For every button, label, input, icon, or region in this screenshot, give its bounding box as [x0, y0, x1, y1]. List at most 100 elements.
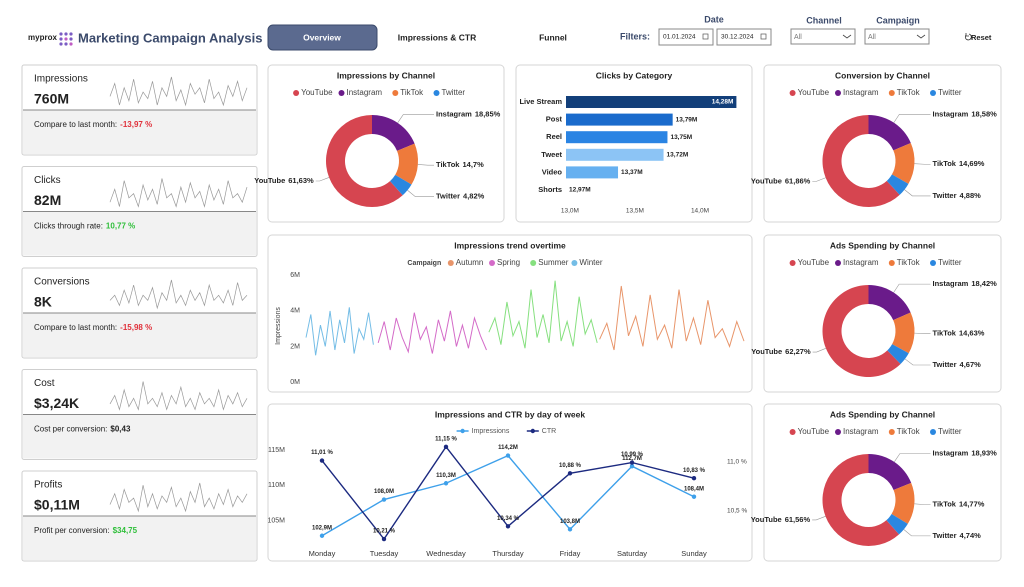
donut-slice — [390, 174, 412, 196]
kpi-compare: Compare to last month: -13,97 % — [34, 120, 152, 129]
data-label-name: TikTok — [933, 500, 957, 509]
bar — [566, 96, 737, 108]
date-input[interactable] — [716, 28, 772, 46]
panel — [515, 64, 753, 223]
panel — [267, 64, 505, 223]
brand-icon — [59, 32, 73, 46]
dropdown[interactable] — [790, 28, 856, 45]
tab[interactable]: Overview — [303, 32, 341, 42]
leader-line — [417, 164, 434, 166]
point — [629, 464, 635, 469]
tab[interactable]: Impressions & CTR — [398, 32, 476, 42]
y-tick-label: 110M — [268, 482, 285, 489]
y-tick-label: 115M — [268, 447, 285, 454]
y-tick-label: Tweet — [541, 150, 562, 159]
legend-dot — [888, 260, 895, 266]
dropdown[interactable] — [864, 28, 930, 45]
legend-dot — [447, 260, 454, 266]
data-label-name: Twitter — [933, 191, 957, 200]
dropdown-value: All — [868, 34, 876, 41]
leader-line — [894, 453, 931, 463]
data-label: Instagram 18,93% — [933, 449, 998, 458]
legend-dot — [789, 90, 796, 96]
brand: myprox — [28, 33, 57, 42]
series-line — [377, 310, 487, 354]
reset-button[interactable]: Reset — [971, 33, 992, 42]
legend-label: YouTube — [798, 258, 830, 267]
kpi-compare: Compare to last month: -15,98 % — [34, 323, 152, 332]
legend-dot — [789, 429, 796, 435]
data-label: 12,97M — [569, 187, 591, 194]
data-label-name: TikTok — [933, 329, 957, 338]
y-tick-label: 2M — [290, 343, 300, 350]
data-label: 11,01 % — [311, 450, 333, 456]
kpi-compare-value: -15,98 % — [120, 323, 152, 332]
data-label: 108,4M — [684, 486, 704, 492]
data-label: Instagram 18,42% — [933, 279, 998, 288]
y-tick-label: Live Stream — [519, 97, 562, 106]
y-tick-label: Video — [542, 167, 563, 176]
kpi-label: Cost — [34, 378, 55, 389]
kpi-label: Impressions — [34, 74, 88, 85]
leader-line — [397, 114, 434, 124]
leader-line — [812, 177, 826, 182]
point — [443, 481, 449, 486]
data-label: 11,15 % — [435, 436, 457, 442]
data-label-name: YouTube — [751, 176, 782, 185]
dropdown-arrow — [842, 34, 852, 39]
data-label: 10,99 % — [621, 452, 644, 458]
date-input[interactable] — [658, 28, 714, 46]
data-label: Instagram 18,58% — [933, 109, 998, 118]
donut-slice — [822, 454, 900, 546]
kpi-compare-value: 10,77 % — [106, 222, 135, 231]
legend-label: Twitter — [938, 88, 962, 97]
data-label: Twitter 4,67% — [933, 360, 982, 369]
kpi-compare-value: -13,97 % — [120, 120, 152, 129]
panel — [763, 64, 1002, 223]
data-label: 10,34 % — [497, 516, 520, 522]
chart-title: Clicks by Category — [596, 70, 673, 80]
legend-dot — [835, 429, 841, 435]
data-label-value: 14,69% — [959, 159, 985, 168]
data-label: TikTok 14,69% — [933, 159, 985, 168]
donut-slice — [822, 115, 900, 207]
kpi-label: Profits — [34, 480, 62, 491]
legend-dot — [835, 260, 841, 266]
kpi-footer — [23, 516, 256, 560]
data-label-name: YouTube — [254, 176, 285, 185]
legend-label: Summer — [538, 258, 569, 267]
kpi-value: 8K — [34, 294, 52, 310]
kpi-compare-value: $34,75 — [113, 526, 138, 535]
kpi-compare-label: Compare to last month: — [34, 323, 117, 332]
data-label: 103,8M — [560, 519, 580, 525]
legend-title: Campaign — [407, 260, 441, 267]
tab[interactable]: Funnel — [539, 32, 567, 42]
legend-dot — [835, 90, 841, 96]
donut-slice — [372, 115, 415, 151]
legend-label: TikTok — [897, 258, 921, 267]
kpi-compare: Cost per conversion: $0,43 — [34, 425, 131, 434]
legend-dot — [460, 428, 465, 434]
data-label: YouTube 61,63% — [254, 176, 314, 185]
donut-slice — [395, 143, 418, 185]
data-label-value: 18,58% — [971, 109, 997, 118]
data-label: 102,9M — [312, 525, 332, 531]
legend-label: YouTube — [798, 427, 830, 436]
kpi-compare: Profit per conversion: $34,75 — [34, 526, 138, 535]
legend-label: Twitter — [442, 88, 466, 97]
legend-label: YouTube — [798, 88, 830, 97]
data-label: TikTok 14,7% — [436, 160, 484, 169]
date-value: 01.01.2024 — [663, 34, 696, 41]
data-label-value: 14,63% — [959, 329, 985, 338]
series-line — [488, 280, 598, 349]
data-label: YouTube 61,56% — [751, 515, 811, 524]
point — [505, 524, 511, 529]
y-tick-label: Reel — [546, 132, 562, 141]
legend-label: TikTok — [897, 427, 921, 436]
data-label-name: Twitter — [436, 192, 460, 201]
data-label: YouTube 61,86% — [751, 176, 811, 185]
filter-label: Channel — [806, 15, 842, 25]
data-label-name: TikTok — [436, 160, 460, 169]
data-label: TikTok 14,77% — [933, 500, 985, 509]
leader-line — [914, 163, 931, 165]
